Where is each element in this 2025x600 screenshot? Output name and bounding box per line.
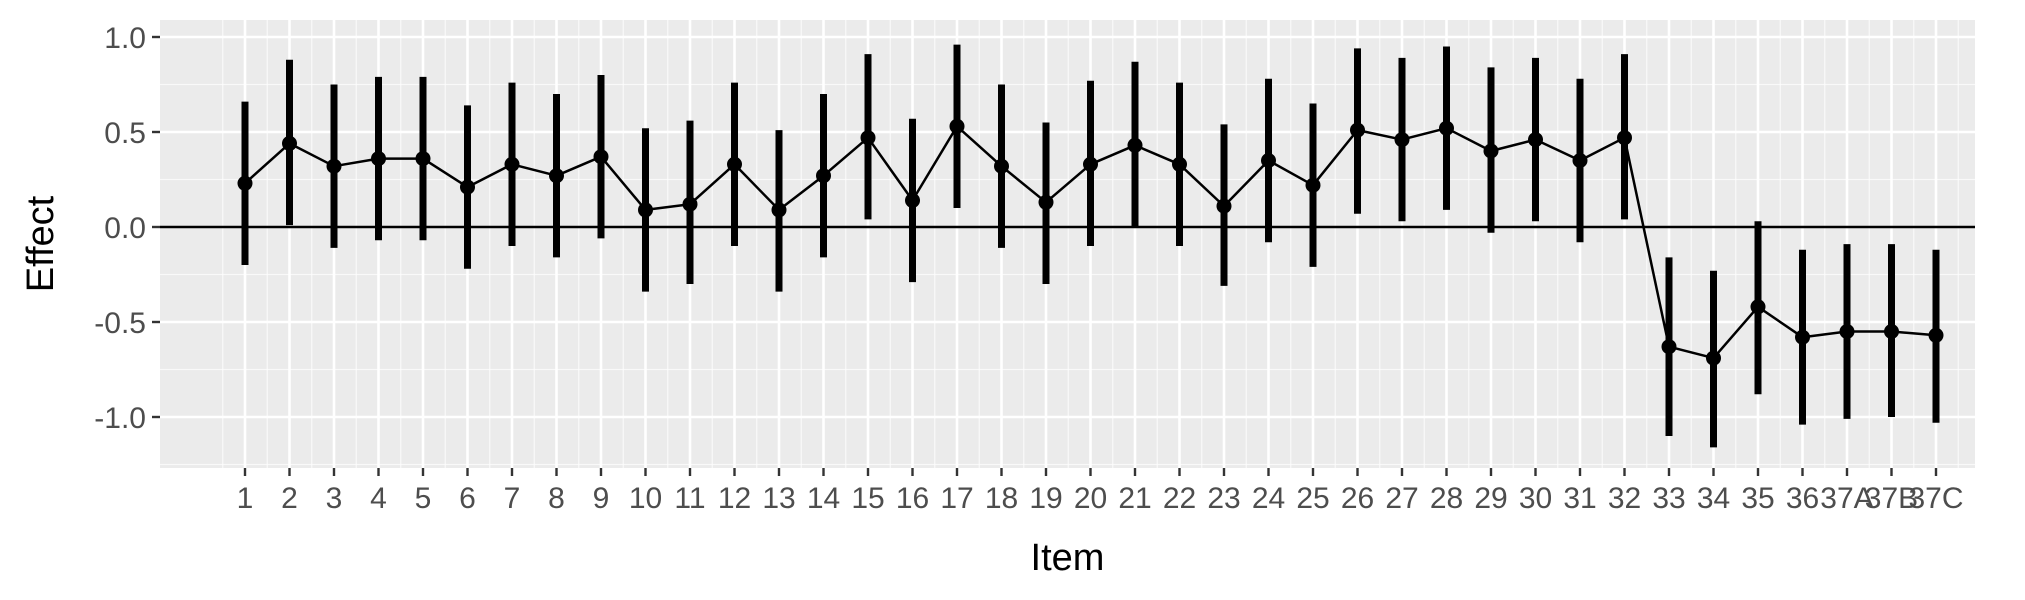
y-tick-label: -1.0: [94, 402, 146, 435]
x-tick-label: 13: [762, 482, 795, 515]
x-tick-label: 23: [1207, 482, 1240, 515]
x-axis: 1 2 3 4 5 6 7 8 9 10 11 12 13 14 15 16 17 18 19 20 21 22 23 24 2…: [237, 468, 1964, 515]
data-point: [1083, 156, 1098, 172]
x-tick-label: 12: [718, 482, 751, 515]
plot-panel: [160, 20, 1975, 468]
y-tick-label: 0.0: [104, 212, 146, 245]
data-point: [1261, 153, 1276, 168]
x-tick-label: 15: [851, 482, 884, 515]
x-tick-label: 34: [1697, 482, 1730, 515]
x-tick-label: 6: [459, 482, 476, 515]
x-tick-label: 10: [629, 482, 662, 515]
data-point: [1439, 120, 1454, 136]
data-point: [682, 196, 698, 212]
x-tick-label: 18: [985, 482, 1018, 515]
x-tick-label: 27: [1385, 482, 1418, 515]
x-tick-label: 29: [1474, 482, 1507, 515]
y-axis: 1.0 0.5 0.0 -0.5 -1.0: [94, 22, 160, 435]
data-point: [1928, 327, 1944, 343]
data-points: [237, 118, 1944, 366]
x-tick-label: 33: [1652, 482, 1685, 515]
x-tick-label: 31: [1563, 482, 1596, 515]
x-tick-label: 3: [326, 482, 343, 515]
data-point: [282, 135, 297, 151]
x-tick-label: 1: [237, 482, 254, 515]
x-tick-label: 16: [896, 482, 929, 515]
x-tick-label: 28: [1430, 482, 1463, 515]
x-axis-title: Item: [1031, 537, 1105, 579]
data-point: [504, 156, 520, 172]
data-point: [1483, 143, 1499, 159]
data-point: [1795, 329, 1810, 345]
data-point: [1394, 132, 1410, 148]
x-tick-label: 35: [1741, 482, 1774, 515]
data-point: [593, 149, 609, 165]
data-point: [326, 158, 342, 174]
data-point: [1127, 137, 1143, 153]
x-tick-label: 24: [1252, 482, 1285, 515]
x-tick-label: 26: [1341, 482, 1374, 515]
x-tick-label: 4: [370, 482, 387, 515]
data-point: [1528, 132, 1543, 148]
x-tick-label: 2: [281, 482, 298, 515]
x-tick-label: 21: [1118, 482, 1151, 515]
data-point: [994, 158, 1009, 174]
data-point: [1172, 156, 1187, 172]
x-tick-label: 22: [1163, 482, 1196, 515]
data-point: [771, 202, 787, 218]
data-point: [1038, 194, 1054, 210]
x-tick-label: 37B: [1865, 482, 1918, 515]
minor-gridlines: [160, 20, 1975, 468]
x-tick-label: 11: [674, 482, 705, 515]
data-point: [1572, 153, 1588, 168]
data-point: [1884, 324, 1899, 339]
data-point: [415, 151, 431, 167]
data-point: [371, 151, 386, 167]
x-tick-label: 14: [807, 482, 840, 515]
data-point: [1839, 324, 1855, 339]
data-point: [460, 179, 475, 195]
data-point: [1216, 198, 1232, 214]
x-tick-label: 9: [593, 482, 610, 515]
x-tick-label: 19: [1029, 482, 1062, 515]
data-point: [1350, 122, 1365, 138]
y-tick-label: 1.0: [104, 22, 146, 55]
data-point: [237, 175, 253, 191]
data-point: [727, 156, 742, 172]
x-tick-label: 8: [548, 482, 565, 515]
x-tick-label: 32: [1608, 482, 1641, 515]
data-point: [549, 168, 564, 184]
x-tick-label: 17: [940, 482, 973, 515]
x-tick-label: 36: [1786, 482, 1819, 515]
y-axis-title: Effect: [20, 195, 62, 292]
x-tick-label: 7: [504, 482, 521, 515]
data-point: [1706, 350, 1721, 366]
data-point: [1661, 339, 1677, 355]
data-point: [905, 192, 920, 208]
x-tick-label: 37C: [1908, 482, 1963, 515]
data-point: [949, 118, 965, 134]
y-tick-label: 0.5: [104, 117, 146, 150]
data-point: [816, 168, 831, 184]
y-tick-label: -0.5: [94, 307, 146, 340]
x-tick-label: 25: [1296, 482, 1329, 515]
data-point: [638, 202, 653, 218]
data-point: [1305, 177, 1321, 193]
x-tick-label: 30: [1519, 482, 1552, 515]
data-point: [1617, 130, 1632, 146]
x-tick-label: 5: [415, 482, 432, 515]
data-point: [1750, 299, 1766, 315]
x-tick-label: 20: [1074, 482, 1107, 515]
data-point: [860, 130, 876, 146]
x-tick-label: 37A: [1820, 482, 1873, 515]
